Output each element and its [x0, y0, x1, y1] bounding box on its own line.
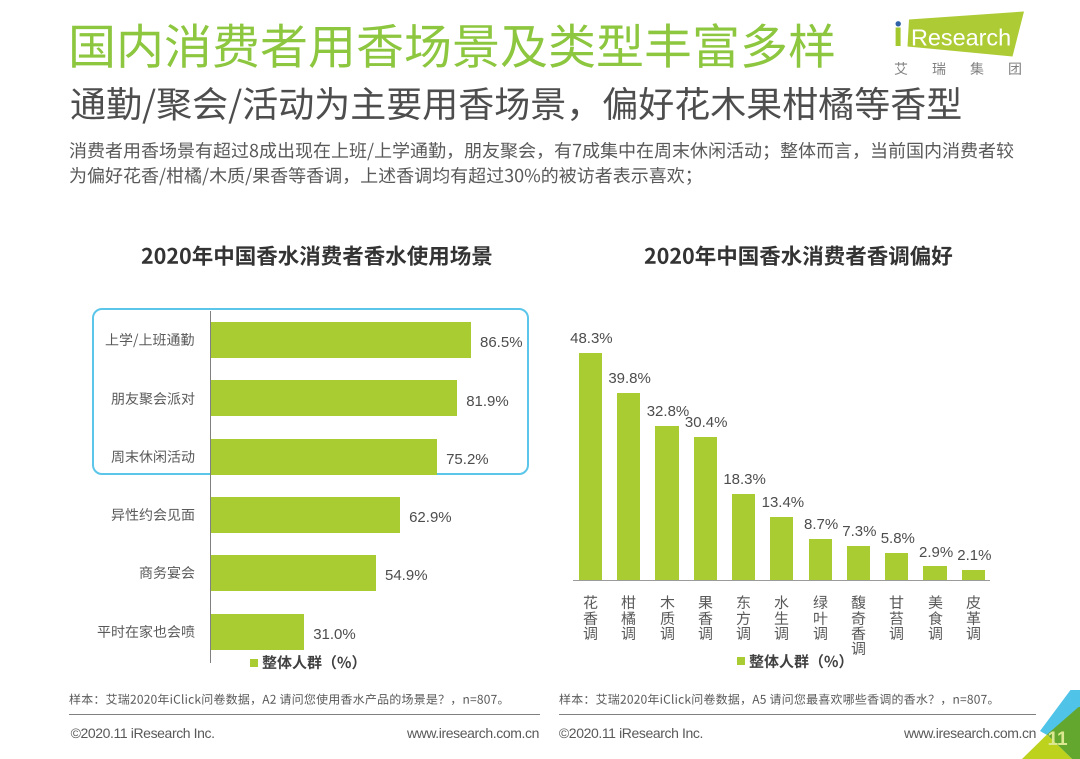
svg-text:Research: Research	[911, 25, 1011, 51]
